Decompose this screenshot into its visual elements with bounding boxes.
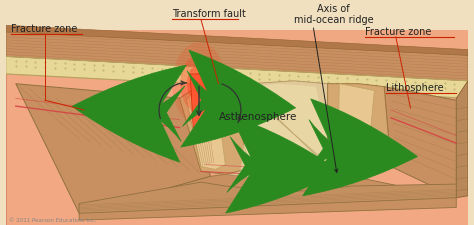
Polygon shape [16, 84, 210, 213]
Polygon shape [190, 74, 208, 133]
Polygon shape [6, 56, 468, 98]
Polygon shape [456, 81, 468, 198]
Text: Fracture zone: Fracture zone [11, 24, 77, 34]
Polygon shape [186, 86, 225, 169]
Polygon shape [79, 182, 456, 213]
Text: Transform fault: Transform fault [172, 9, 246, 19]
Polygon shape [225, 81, 352, 181]
Polygon shape [6, 25, 468, 55]
Polygon shape [240, 84, 336, 182]
Polygon shape [337, 84, 374, 178]
Polygon shape [6, 30, 468, 225]
Polygon shape [6, 67, 468, 225]
Ellipse shape [180, 55, 218, 113]
Text: © 2011 Pearson Education, Inc.: © 2011 Pearson Education, Inc. [9, 218, 96, 223]
Text: Axis of
mid-ocean ridge: Axis of mid-ocean ridge [293, 4, 373, 25]
Ellipse shape [187, 65, 211, 102]
Polygon shape [180, 81, 250, 174]
Polygon shape [6, 30, 468, 81]
Text: Lithosphere: Lithosphere [386, 83, 444, 94]
Polygon shape [384, 87, 456, 198]
Text: Asthenosphere: Asthenosphere [219, 112, 297, 122]
Polygon shape [79, 174, 456, 220]
Ellipse shape [172, 42, 226, 125]
Text: Fracture zone: Fracture zone [365, 27, 431, 37]
Ellipse shape [192, 73, 206, 94]
Polygon shape [328, 84, 391, 178]
